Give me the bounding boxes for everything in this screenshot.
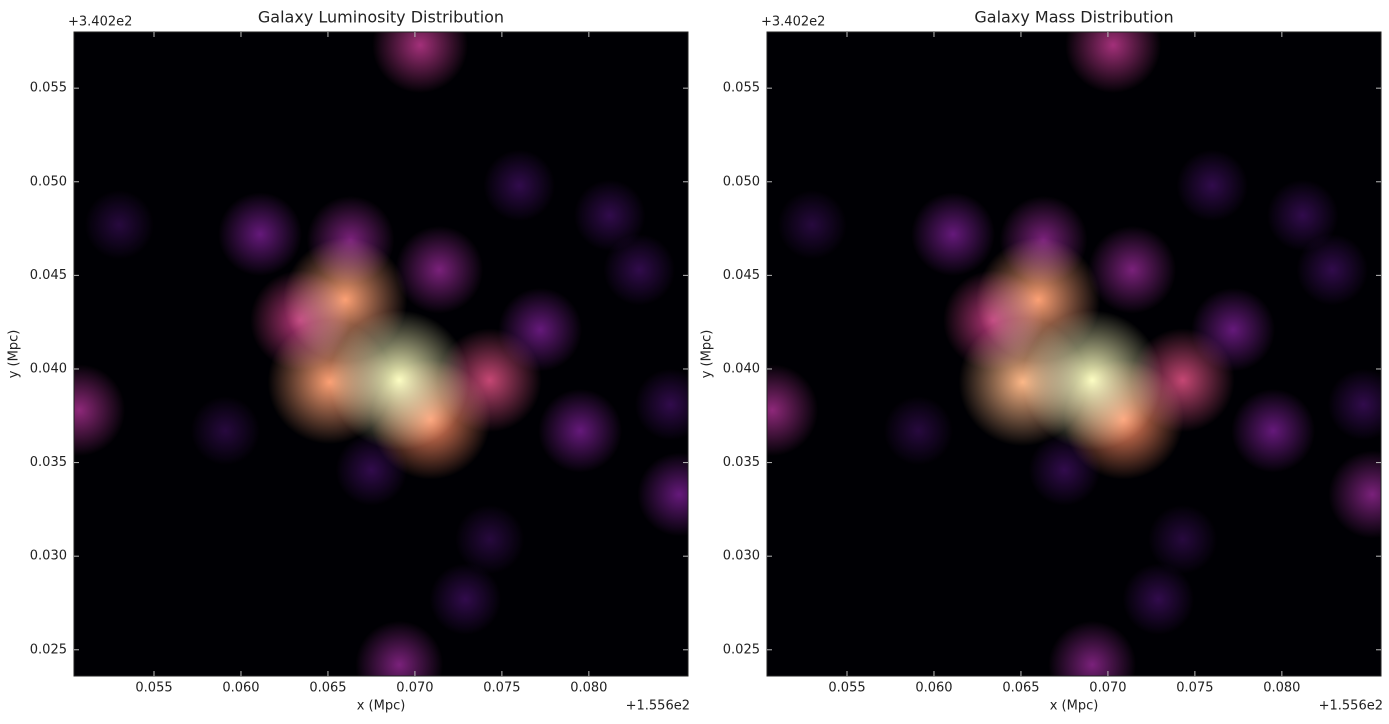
x-axis-label: x (Mpc) <box>357 699 406 714</box>
y-tick-label: 0.045 <box>30 268 67 283</box>
y-tick-label: 0.025 <box>723 642 760 657</box>
x-tick-label: 0.060 <box>222 681 259 696</box>
x-tick-label: 0.065 <box>1002 681 1039 696</box>
chart-title: Galaxy Luminosity Distribution <box>258 8 504 27</box>
density-blob <box>943 270 1044 371</box>
x-offset-label: +1.556e2 <box>1319 699 1383 714</box>
density-blob <box>218 192 303 277</box>
density-blob <box>355 620 444 676</box>
density-blob <box>883 395 954 466</box>
density-blob <box>454 504 525 575</box>
y-tick-label: 0.050 <box>30 174 67 189</box>
density-blob <box>74 364 126 457</box>
x-tick-label: 0.055 <box>135 681 172 696</box>
x-axis-label: x (Mpc) <box>1050 699 1099 714</box>
density-blob <box>1088 225 1177 314</box>
density-blob <box>429 563 502 636</box>
density-blob <box>1028 434 1101 507</box>
density-blob <box>573 179 646 252</box>
density-blob <box>250 270 351 371</box>
density-blob <box>538 388 623 473</box>
y-offset-label: +3.402e2 <box>68 15 132 30</box>
x-offset-label: +1.556e2 <box>626 699 690 714</box>
y-axis-label: y (Mpc) <box>700 330 715 379</box>
y-tick-label: 0.040 <box>30 361 67 376</box>
density-blob <box>498 287 583 372</box>
y-offset-label: +3.402e2 <box>761 15 825 30</box>
plot-frame <box>73 31 689 677</box>
density-blob <box>1147 504 1218 575</box>
density-blob <box>1328 450 1381 539</box>
density-blob <box>1296 233 1369 306</box>
density-blob <box>335 434 408 507</box>
y-tick-label: 0.030 <box>30 549 67 564</box>
density-blob <box>603 233 676 306</box>
density-blob <box>1122 563 1195 636</box>
density-blob <box>372 32 469 94</box>
density-blob <box>1048 620 1137 676</box>
x-tick-label: 0.080 <box>1263 681 1300 696</box>
density-blob <box>777 190 848 260</box>
y-tick-label: 0.035 <box>30 455 67 470</box>
y-axis-label: y (Mpc) <box>7 330 22 379</box>
x-tick-label: 0.075 <box>1176 681 1213 696</box>
x-tick-label: 0.070 <box>1089 681 1126 696</box>
y-tick-label: 0.030 <box>723 549 760 564</box>
density-blob <box>395 225 484 314</box>
density-blob <box>634 368 688 441</box>
y-tick-label: 0.055 <box>723 81 760 96</box>
x-tick-label: 0.065 <box>309 681 346 696</box>
density-blob <box>84 190 155 260</box>
density-blob <box>911 192 996 277</box>
x-tick-label: 0.055 <box>828 681 865 696</box>
x-tick-label: 0.060 <box>915 681 952 696</box>
chart-title: Galaxy Mass Distribution <box>974 8 1173 27</box>
x-tick-label: 0.070 <box>396 681 433 696</box>
y-tick-label: 0.045 <box>723 268 760 283</box>
density-blob <box>306 195 395 284</box>
density-blob <box>1231 388 1316 473</box>
density-blob <box>637 452 688 537</box>
density-blob <box>190 395 261 466</box>
density-blob <box>1065 32 1162 94</box>
density-blob <box>483 149 556 222</box>
density-blob <box>1327 368 1381 441</box>
y-tick-label: 0.035 <box>723 455 760 470</box>
density-blob <box>999 195 1088 284</box>
y-tick-label: 0.050 <box>723 174 760 189</box>
x-tick-label: 0.080 <box>570 681 607 696</box>
plot-frame <box>766 31 1382 677</box>
y-tick-label: 0.025 <box>30 642 67 657</box>
y-tick-label: 0.040 <box>723 361 760 376</box>
density-blob <box>767 364 819 457</box>
y-tick-label: 0.055 <box>30 81 67 96</box>
density-blob <box>1191 287 1276 372</box>
heatmap-layer <box>74 32 688 676</box>
heatmap-layer <box>767 32 1381 676</box>
x-tick-label: 0.075 <box>483 681 520 696</box>
density-blob <box>1176 149 1249 222</box>
density-blob <box>1266 179 1339 252</box>
